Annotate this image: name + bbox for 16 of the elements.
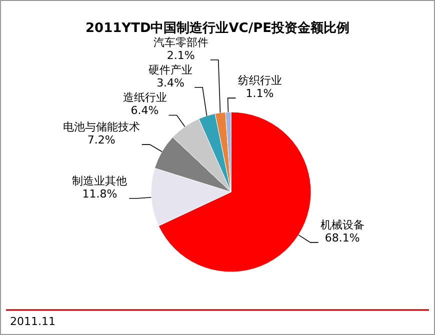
data-label: 3.4% bbox=[156, 76, 185, 90]
slice-label: 电池与储能技术 bbox=[62, 120, 140, 134]
slice-label: 纺织行业 bbox=[238, 74, 282, 88]
data-label: 1.1% bbox=[246, 87, 274, 100]
chart-title: 2011YTD中国制造行业VC/PE投资金额比例 bbox=[85, 20, 350, 36]
data-label: 2.1% bbox=[166, 48, 195, 62]
slice-label: 硬件产业 bbox=[148, 63, 193, 76]
slice-label: 造纸行业 bbox=[122, 91, 167, 104]
slice-label: 汽车零部件 bbox=[153, 36, 208, 49]
data-label: 7.2% bbox=[87, 134, 116, 147]
slice-label: 机械设备 bbox=[320, 218, 364, 232]
data-label: 6.4% bbox=[130, 104, 159, 118]
data-label: 68.1% bbox=[324, 231, 360, 244]
text: 2011.11 bbox=[10, 315, 56, 328]
slice-label: 制造业其他 bbox=[72, 174, 128, 188]
data-label: 11.8% bbox=[82, 187, 118, 200]
